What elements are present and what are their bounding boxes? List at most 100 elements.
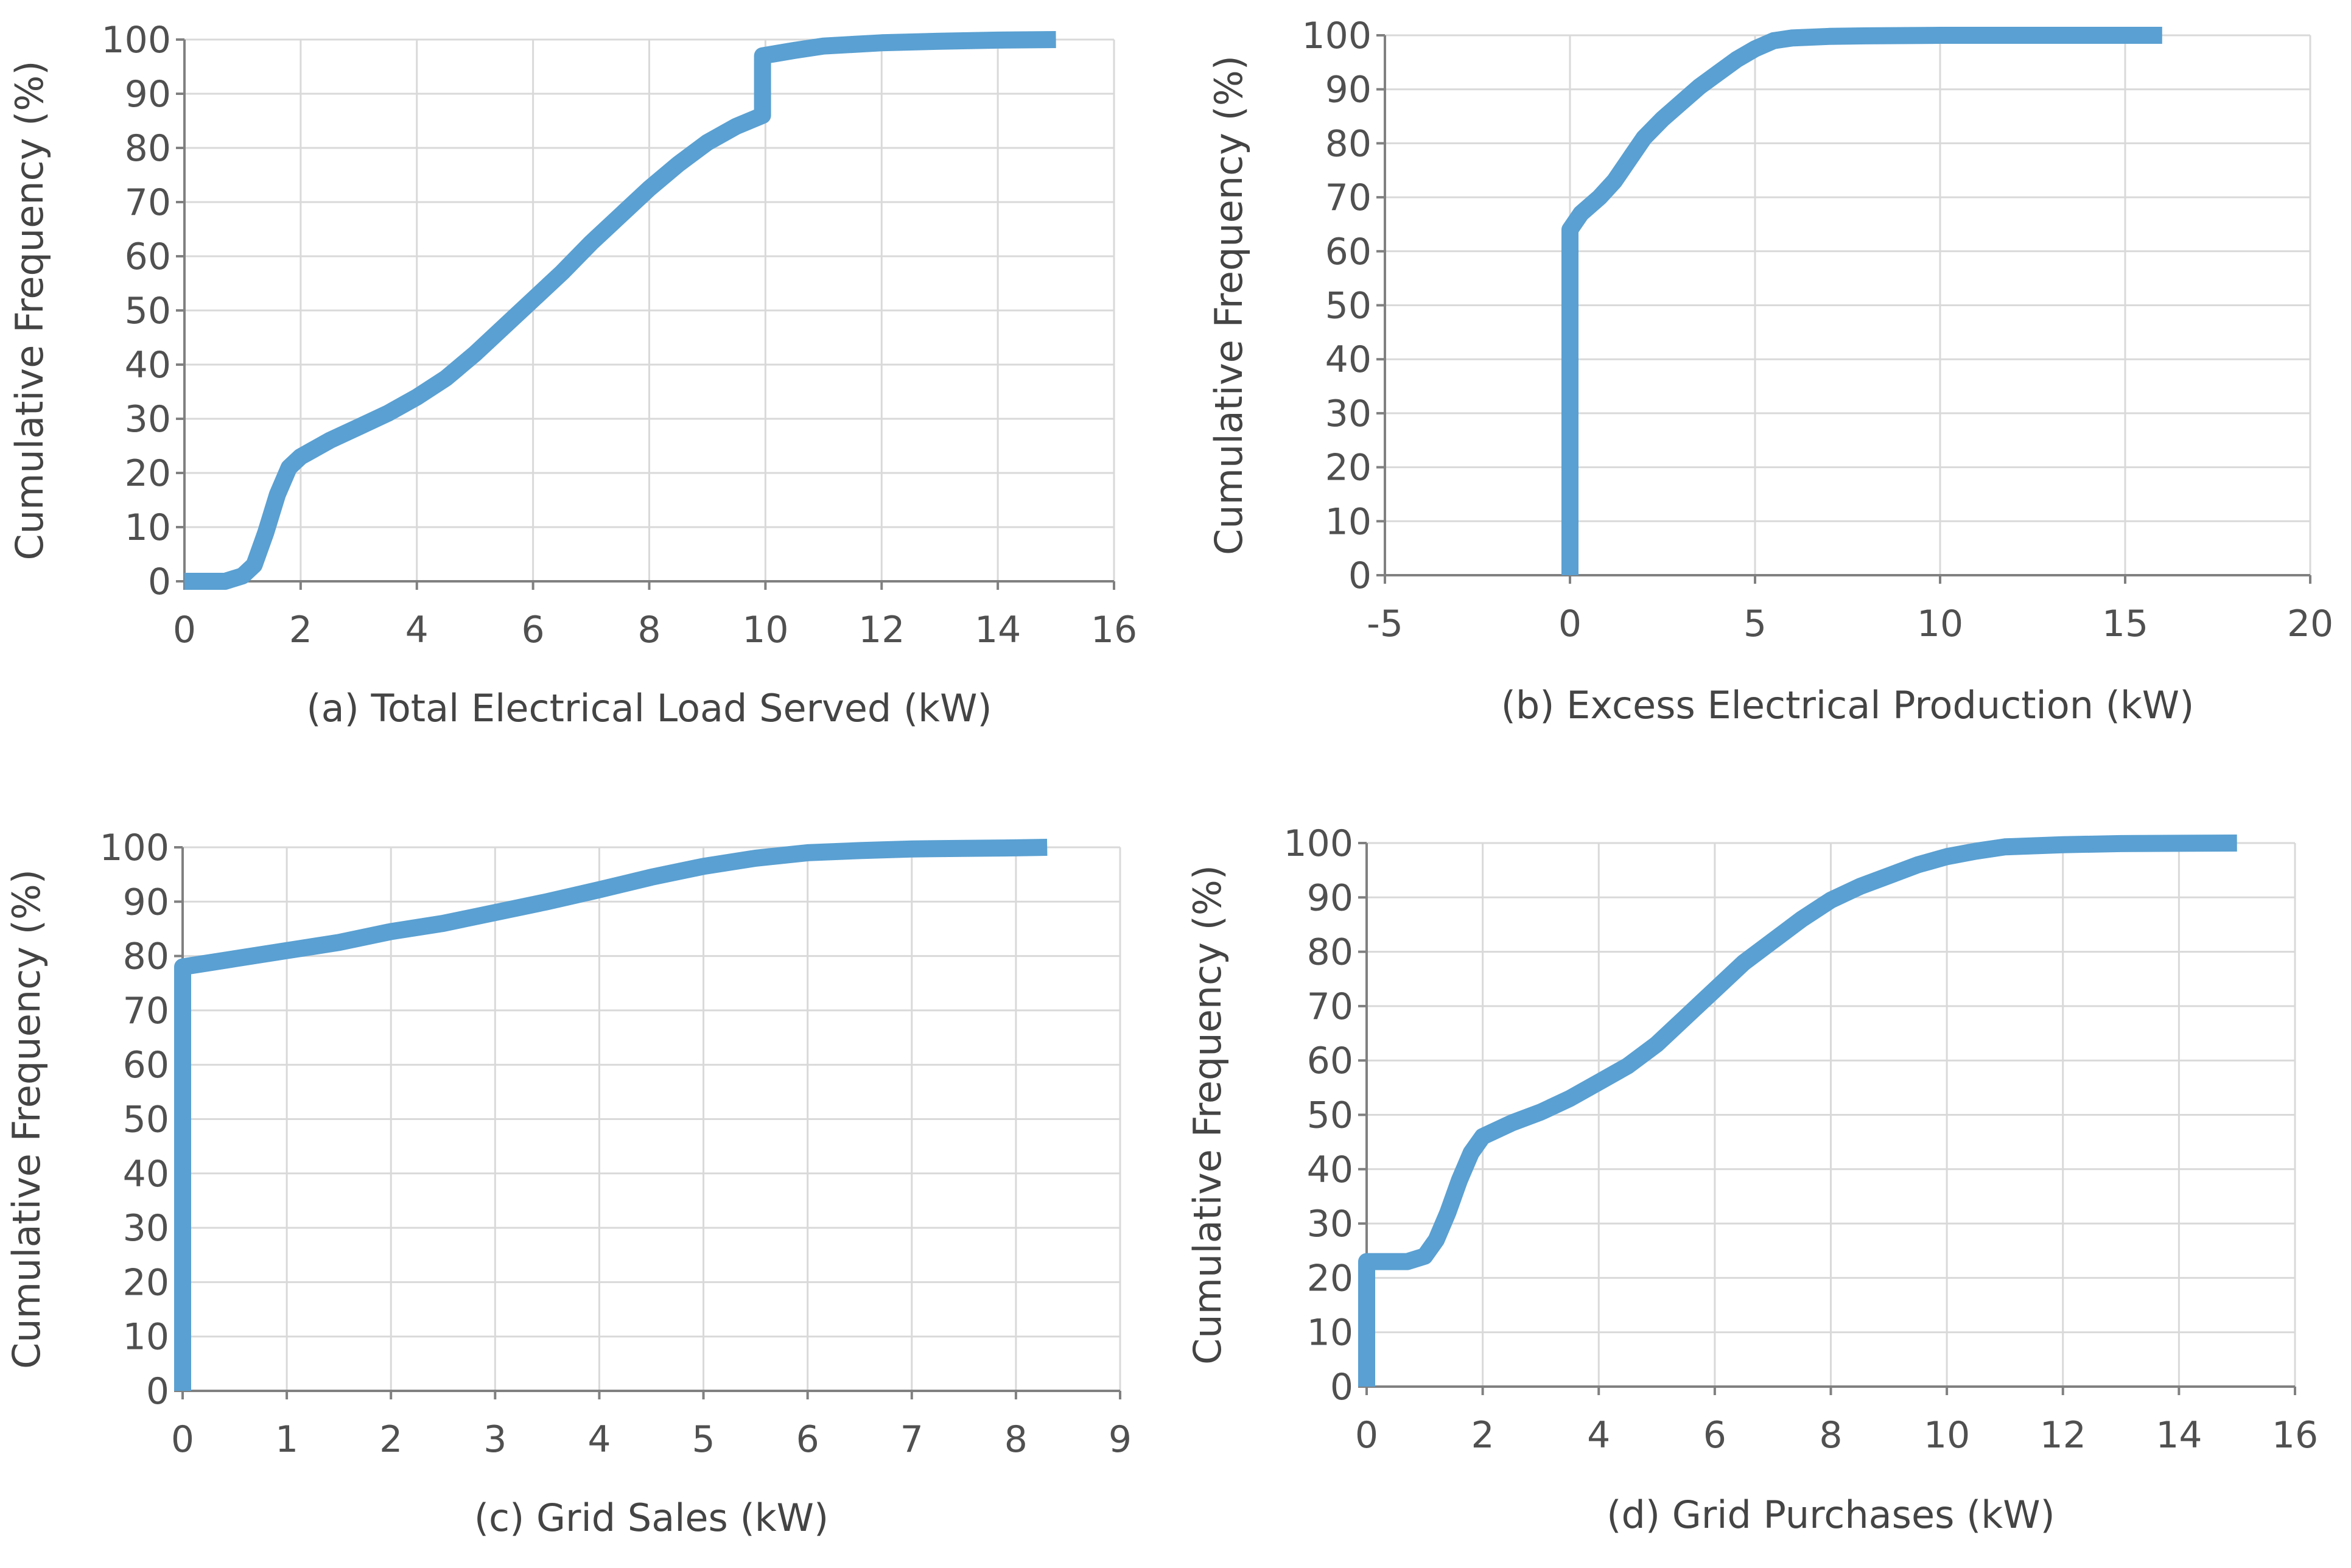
y-tick-label-80: 80 bbox=[123, 936, 169, 978]
series-line-a-0 bbox=[184, 31, 1056, 590]
y-tick-label-30: 30 bbox=[125, 398, 171, 441]
x-tick-label-8: 8 bbox=[1004, 1418, 1028, 1461]
y-tick-label-0: 0 bbox=[1330, 1366, 1353, 1409]
y-tick-label-50: 50 bbox=[1307, 1094, 1353, 1137]
y-tick-label-10: 10 bbox=[125, 506, 171, 549]
x-tick-label-14: 14 bbox=[2156, 1414, 2202, 1457]
y-tick-label-10: 10 bbox=[1325, 500, 1372, 543]
y-tick-label-0: 0 bbox=[1348, 555, 1372, 597]
x-tick-label-12: 12 bbox=[2040, 1414, 2086, 1457]
y-tick-label-50: 50 bbox=[1325, 285, 1372, 327]
y-tick-label-80: 80 bbox=[1307, 931, 1353, 974]
y-axis-title: Cumulative Frequency (%) bbox=[7, 61, 52, 561]
x-tick-label-10: 10 bbox=[1924, 1414, 1970, 1457]
y-tick-label-100: 100 bbox=[99, 827, 169, 869]
y-tick-label-20: 20 bbox=[125, 452, 171, 495]
y-tick-label-30: 30 bbox=[1307, 1203, 1353, 1245]
y-tick-label-60: 60 bbox=[1325, 231, 1372, 273]
y-tick-label-20: 20 bbox=[123, 1261, 169, 1304]
x-tick-label-6: 6 bbox=[522, 609, 545, 651]
x-tick-label-20: 20 bbox=[2287, 603, 2333, 645]
y-tick-label-100: 100 bbox=[1302, 15, 1372, 57]
x-tick-label-12: 12 bbox=[858, 609, 905, 651]
y-tick-label-0: 0 bbox=[146, 1370, 169, 1413]
x-tick-label-4: 4 bbox=[587, 1418, 611, 1461]
chart-panel-c: 0 1 2 3 4 5 6 7 8 90102030405060708090100Cumulati… bbox=[4, 827, 1132, 1540]
y-tick-label-90: 90 bbox=[123, 881, 169, 923]
y-tick-label-70: 70 bbox=[123, 990, 169, 1032]
y-tick-label-30: 30 bbox=[1325, 393, 1372, 435]
x-axis-label: Excess Electrical Production (kW) bbox=[1566, 683, 2194, 727]
x-axis-label: Total Electrical Load Served (kW) bbox=[370, 686, 992, 730]
y-tick-label-30: 30 bbox=[123, 1207, 169, 1250]
y-tick-label-70: 70 bbox=[1325, 177, 1372, 219]
x-tick-label-6: 6 bbox=[1703, 1414, 1726, 1457]
y-tick-label-50: 50 bbox=[125, 290, 171, 332]
y-tick-label-50: 50 bbox=[123, 1099, 169, 1141]
x-tick-label-0: 0 bbox=[173, 609, 196, 651]
y-tick-label-80: 80 bbox=[125, 127, 171, 170]
y-tick-label-20: 20 bbox=[1307, 1257, 1353, 1300]
x-tick-label-10: 10 bbox=[742, 609, 788, 651]
y-tick-label-90: 90 bbox=[1307, 877, 1353, 919]
panel-label: (c) bbox=[474, 1496, 536, 1540]
x-tick-label-0: 0 bbox=[171, 1418, 194, 1461]
x-tick-label-2: 2 bbox=[1471, 1414, 1494, 1457]
x-tick-label-2: 2 bbox=[289, 609, 312, 651]
x-tick-label-5: 5 bbox=[692, 1418, 715, 1461]
y-tick-label-40: 40 bbox=[123, 1153, 169, 1195]
panel-label: (d) bbox=[1606, 1493, 1672, 1537]
x-tick-label-10: 10 bbox=[1917, 603, 1963, 645]
x-axis-label: Grid Sales (kW) bbox=[536, 1496, 829, 1540]
y-tick-label-10: 10 bbox=[1307, 1312, 1353, 1354]
y-tick-label-100: 100 bbox=[1283, 822, 1353, 865]
x-axis-title: (c) Grid Sales (kW) bbox=[474, 1496, 829, 1540]
y-axis-title: Cumulative Frequency (%) bbox=[1207, 55, 1251, 555]
x-axis-title: (a) Total Electrical Load Served (kW) bbox=[306, 686, 992, 730]
y-tick-label-80: 80 bbox=[1325, 122, 1372, 165]
y-tick-label-100: 100 bbox=[101, 19, 171, 61]
x-tick-label-minus-5: -5 bbox=[1367, 603, 1403, 645]
y-axis-title: Cumulative Frequency (%) bbox=[1185, 865, 1230, 1365]
x-tick-label-1: 1 bbox=[275, 1418, 298, 1461]
y-tick-label-40: 40 bbox=[1307, 1149, 1353, 1191]
y-tick-label-0: 0 bbox=[148, 561, 171, 603]
x-tick-label-16: 16 bbox=[1091, 609, 1137, 651]
series-line-b-0 bbox=[1561, 27, 2162, 575]
y-tick-label-60: 60 bbox=[125, 236, 171, 278]
x-tick-label-0: 0 bbox=[1355, 1414, 1378, 1457]
x-tick-label-9: 9 bbox=[1109, 1418, 1132, 1461]
x-tick-label-5: 5 bbox=[1743, 603, 1767, 645]
series-line-c-0 bbox=[174, 839, 1048, 1391]
x-tick-label-7: 7 bbox=[900, 1418, 923, 1461]
y-tick-label-40: 40 bbox=[1325, 338, 1372, 381]
chart-panel-a: 0 2 4 6 8 10 12 14 16 0 10 20 30 40 50 60 70 80 90 100 Cumul… bbox=[7, 19, 1137, 730]
x-axis-title: (b) Excess Electrical Production (kW) bbox=[1501, 683, 2195, 727]
chart-panel-b: -5 0 5 10 15 20 0 10 20 30 40 50 60 70 80 90 100 Cumulati… bbox=[1207, 15, 2333, 727]
y-tick-label-40: 40 bbox=[125, 344, 171, 387]
x-tick-label-6: 6 bbox=[796, 1418, 819, 1461]
x-tick-label-4: 4 bbox=[405, 609, 429, 651]
x-tick-label-4: 4 bbox=[1587, 1414, 1610, 1457]
x-axis-label: Grid Purchases (kW) bbox=[1672, 1493, 2055, 1537]
panel-label: (a) bbox=[306, 686, 371, 730]
y-tick-label-60: 60 bbox=[1307, 1040, 1353, 1082]
y-tick-label-20: 20 bbox=[1325, 447, 1372, 489]
y-tick-label-90: 90 bbox=[125, 73, 171, 116]
chart-panel-d: 0 2 4 6 8 10 12 14 16 0 10 20 30 40 50 60 70 80 90 100 Cumul… bbox=[1185, 822, 2318, 1537]
x-tick-label-2: 2 bbox=[379, 1418, 402, 1461]
x-tick-label-15: 15 bbox=[2102, 603, 2148, 645]
y-tick-label-70: 70 bbox=[1307, 985, 1353, 1028]
y-tick-label-10: 10 bbox=[123, 1316, 169, 1359]
series-line-d-0 bbox=[1358, 835, 2237, 1387]
x-tick-label-3: 3 bbox=[483, 1418, 506, 1461]
x-tick-label-8: 8 bbox=[637, 609, 660, 651]
x-axis-title: (d) Grid Purchases (kW) bbox=[1606, 1493, 2055, 1537]
x-tick-label-14: 14 bbox=[975, 609, 1021, 651]
x-tick-label-8: 8 bbox=[1819, 1414, 1842, 1457]
y-axis-title: Cumulative Frequency (%) bbox=[4, 869, 49, 1369]
x-tick-label-16: 16 bbox=[2272, 1414, 2318, 1457]
y-tick-label-90: 90 bbox=[1325, 69, 1372, 111]
y-tick-label-60: 60 bbox=[123, 1044, 169, 1087]
x-tick-label-0: 0 bbox=[1558, 603, 1582, 645]
